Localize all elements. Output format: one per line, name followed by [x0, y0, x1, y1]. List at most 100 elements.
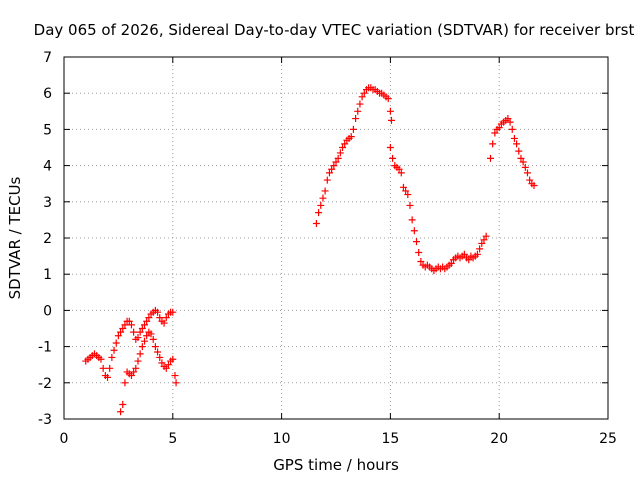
y-tick-label: 6 — [43, 86, 52, 102]
x-tick-label: 25 — [599, 431, 617, 447]
data-point — [154, 308, 162, 316]
data-point — [465, 256, 473, 264]
data-point — [526, 176, 534, 184]
data-point — [415, 248, 423, 256]
series-segment-3 — [312, 84, 395, 228]
data-point — [317, 201, 325, 209]
x-axis-label: GPS time / hours — [273, 456, 399, 474]
y-tick-label: 4 — [43, 159, 52, 175]
data-point — [517, 154, 525, 162]
data-point — [319, 194, 327, 202]
data-point — [486, 154, 494, 162]
data-point — [121, 321, 129, 329]
data-point — [323, 176, 331, 184]
data-point — [134, 334, 142, 342]
data-point — [141, 321, 149, 329]
data-point — [408, 216, 416, 224]
data-point — [530, 182, 538, 190]
data-point — [143, 332, 151, 340]
data-point — [156, 314, 164, 322]
data-point — [413, 238, 421, 246]
data-point — [147, 330, 155, 338]
data-point — [136, 328, 144, 336]
data-point — [473, 250, 481, 258]
data-point — [325, 169, 333, 177]
series-segment-4 — [386, 144, 490, 275]
data-point — [417, 258, 425, 266]
y-tick-label: 3 — [43, 195, 52, 211]
data-point — [134, 357, 142, 365]
data-point — [358, 93, 366, 101]
data-point — [172, 379, 180, 387]
data-point — [510, 134, 518, 142]
data-point — [130, 328, 138, 336]
data-point — [491, 129, 499, 137]
series-segment-5 — [486, 115, 538, 190]
y-tick-label: 1 — [43, 267, 52, 283]
data-point — [171, 372, 179, 380]
data-point — [328, 165, 336, 173]
data-point — [404, 191, 412, 199]
data-point — [386, 107, 394, 115]
series-segment-1 — [82, 306, 177, 381]
data-point — [410, 227, 418, 235]
data-point — [489, 140, 497, 148]
plot-frame — [63, 56, 609, 420]
data-point — [114, 332, 122, 340]
data-point — [460, 250, 468, 258]
data-point — [352, 115, 360, 123]
data-point — [127, 372, 135, 380]
data-point — [523, 169, 531, 177]
data-point — [506, 118, 514, 126]
data-point — [154, 348, 162, 356]
y-tick-labels: -3 -2 -1 0 1 2 3 4 5 6 7 — [38, 50, 52, 428]
data-point — [321, 187, 329, 195]
grid — [64, 57, 608, 419]
data-point — [97, 355, 105, 363]
data-point — [339, 144, 347, 151]
data-point — [508, 125, 516, 133]
y-tick-label: 5 — [43, 122, 52, 138]
data-point — [149, 335, 157, 343]
y-tick-label: -1 — [38, 340, 52, 356]
data-point — [138, 325, 146, 332]
x-tick-label: 15 — [381, 431, 399, 447]
data-point — [162, 314, 170, 322]
y-tick-label: -3 — [38, 412, 52, 428]
data-point — [515, 147, 523, 155]
data-point — [397, 169, 405, 177]
data-point — [447, 259, 455, 267]
x-tick-label: 5 — [168, 431, 177, 447]
data-point — [119, 401, 127, 409]
series-segment-2 — [117, 328, 180, 416]
data-point — [99, 364, 107, 372]
y-tick-label: 7 — [43, 50, 52, 66]
data-point — [117, 408, 125, 416]
data-point — [332, 158, 340, 166]
x-tick-labels: 0 5 10 15 20 25 — [60, 431, 617, 447]
data-point — [347, 133, 355, 141]
chart-title: Day 065 of 2026, Sidereal Day-to-day VTE… — [34, 21, 635, 39]
data-point — [521, 163, 529, 171]
data-point — [384, 95, 392, 103]
data-point — [395, 165, 403, 173]
data-point — [125, 317, 133, 325]
data-point — [399, 183, 407, 191]
data-point — [519, 158, 527, 166]
data-point — [354, 107, 362, 115]
data-point — [360, 89, 368, 97]
data-point — [476, 245, 484, 253]
data-point — [478, 239, 486, 247]
data-point — [336, 149, 344, 157]
data-point — [480, 236, 488, 244]
data-point — [482, 232, 490, 240]
data-point — [156, 353, 164, 361]
data-point — [387, 116, 395, 124]
data-point — [386, 144, 394, 151]
y-tick-label: 0 — [43, 303, 52, 319]
data-point — [389, 154, 397, 162]
data-point — [127, 321, 135, 329]
data-point — [110, 346, 118, 354]
data-point — [136, 350, 144, 358]
x-tick-label: 0 — [60, 431, 69, 447]
